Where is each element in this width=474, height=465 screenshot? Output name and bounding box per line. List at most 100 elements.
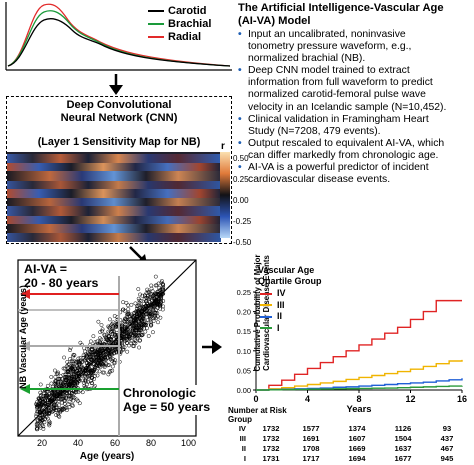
scatter-point <box>153 274 158 279</box>
scatter-point <box>110 358 114 363</box>
bullet-line: normalized carotid-femoral pulse wave <box>248 89 426 101</box>
scatter-point <box>90 351 95 356</box>
scatter-point <box>34 412 39 417</box>
scatter-point <box>160 307 165 312</box>
scatter-point <box>110 328 115 333</box>
cnn-box <box>6 96 232 244</box>
scatter-point <box>44 395 48 399</box>
scatter-point <box>147 313 152 318</box>
km-series-line-iii <box>256 359 463 391</box>
model-title-line1: The Artificial Intelligence-Vascular Age <box>238 2 444 14</box>
scatter-point <box>68 357 72 362</box>
scatter-point <box>67 361 72 366</box>
scatter-point <box>84 356 89 361</box>
scatter-point <box>38 382 43 387</box>
scatter-point <box>122 317 127 322</box>
risk-cell: 1607 <box>348 434 366 443</box>
scatter-point <box>97 349 102 354</box>
model-bullet: • Clinical validation in Framingham Hear… <box>238 114 474 138</box>
scatter-point <box>121 300 126 305</box>
scatter-point <box>136 331 141 335</box>
scatter-point <box>127 343 131 348</box>
scatter-point <box>81 353 86 358</box>
scatter-point <box>69 397 74 402</box>
scatter-point <box>140 317 145 322</box>
scatter-point <box>135 323 140 328</box>
scatter-point <box>134 306 139 311</box>
scatter-point <box>146 334 151 338</box>
scatter-point <box>51 408 56 413</box>
scatter-point <box>38 394 43 399</box>
scatter-point <box>128 341 133 346</box>
risk-cell: 467 <box>440 444 454 453</box>
scatter-point <box>105 337 110 342</box>
scatter-point <box>48 420 53 425</box>
scatter-point <box>108 368 113 373</box>
bullet-line: velocity in an Icelandic sample (N=10,45… <box>248 101 447 113</box>
scatter-point <box>35 409 40 414</box>
scatter-point <box>81 366 85 371</box>
scatter-point <box>156 296 160 300</box>
scatter-point <box>125 312 130 317</box>
colorbar-tick: -0.25 <box>233 217 252 226</box>
scatter-point <box>156 302 161 307</box>
scatter-point <box>156 320 160 325</box>
model-title: The Artificial Intelligence-Vascular Age… <box>238 2 474 27</box>
km-x-tick-label: 16 <box>457 394 467 404</box>
ii-swatch <box>260 315 272 318</box>
colorbar-tick: 0.25 <box>233 175 249 184</box>
bullet-line: normalized brachial (NB). <box>248 53 366 65</box>
scatter-point <box>66 374 71 379</box>
scatter-point <box>57 403 62 408</box>
scatter-point <box>108 357 113 362</box>
scatter-point <box>143 307 148 312</box>
km-legend-label-i: I <box>277 322 280 333</box>
model-bullet: • Deep CNN model trained to extract info… <box>238 65 474 113</box>
scatter-point <box>86 351 91 356</box>
scatter-point <box>155 290 160 294</box>
scatter-point <box>161 287 166 292</box>
scatter-point <box>139 314 144 319</box>
scatter-point <box>36 402 41 407</box>
scatter-point <box>143 322 148 327</box>
scatter-point <box>125 336 130 341</box>
scatter-point <box>113 347 118 351</box>
scatter-point <box>35 421 40 426</box>
scatter-point <box>128 332 133 336</box>
scatter-point <box>124 317 129 322</box>
scatter-point <box>126 311 131 316</box>
scatter-point <box>69 365 74 370</box>
cnn-title: Deep Convolutional Neural Network (CNN) <box>10 99 228 125</box>
scatter-point <box>64 405 69 410</box>
scatter-point <box>79 364 84 369</box>
risk-cell: 1732 <box>262 424 280 433</box>
scatter-point <box>149 283 154 288</box>
waveform-legend: Carotid Brachial Radial <box>148 4 220 43</box>
legend-label-carotid: Carotid <box>168 4 207 17</box>
scatter-point <box>140 293 145 298</box>
scatter-point <box>77 401 82 406</box>
scatter-point <box>126 317 131 322</box>
bullet-line: tonometry pressure waveform, e.g., <box>248 41 412 53</box>
scatter-point <box>155 292 160 297</box>
scatter-point <box>121 307 126 312</box>
km-legend: IV III II I <box>260 288 286 334</box>
scatter-point <box>41 397 46 402</box>
scatter-x-ticks: 20 40 60 80 100 <box>18 438 200 450</box>
risk-cell: 1677 <box>394 454 412 463</box>
scatter-point <box>107 351 112 356</box>
scatter-point <box>153 300 158 305</box>
green-arrowhead-icon <box>20 384 30 394</box>
scatter-point <box>125 340 130 345</box>
scatter-point <box>74 397 79 402</box>
scatter-point <box>141 326 146 331</box>
red-arrowhead-icon <box>20 289 30 299</box>
scatter-point <box>51 404 56 409</box>
scatter-point <box>78 355 83 360</box>
colorbar-title: r <box>221 141 225 152</box>
scatter-point <box>96 319 101 324</box>
scatter-point <box>96 351 101 356</box>
bullet-line: Deep CNN model trained to extract <box>248 65 410 77</box>
colorbar <box>220 152 230 238</box>
risk-cell: 1694 <box>348 454 366 463</box>
